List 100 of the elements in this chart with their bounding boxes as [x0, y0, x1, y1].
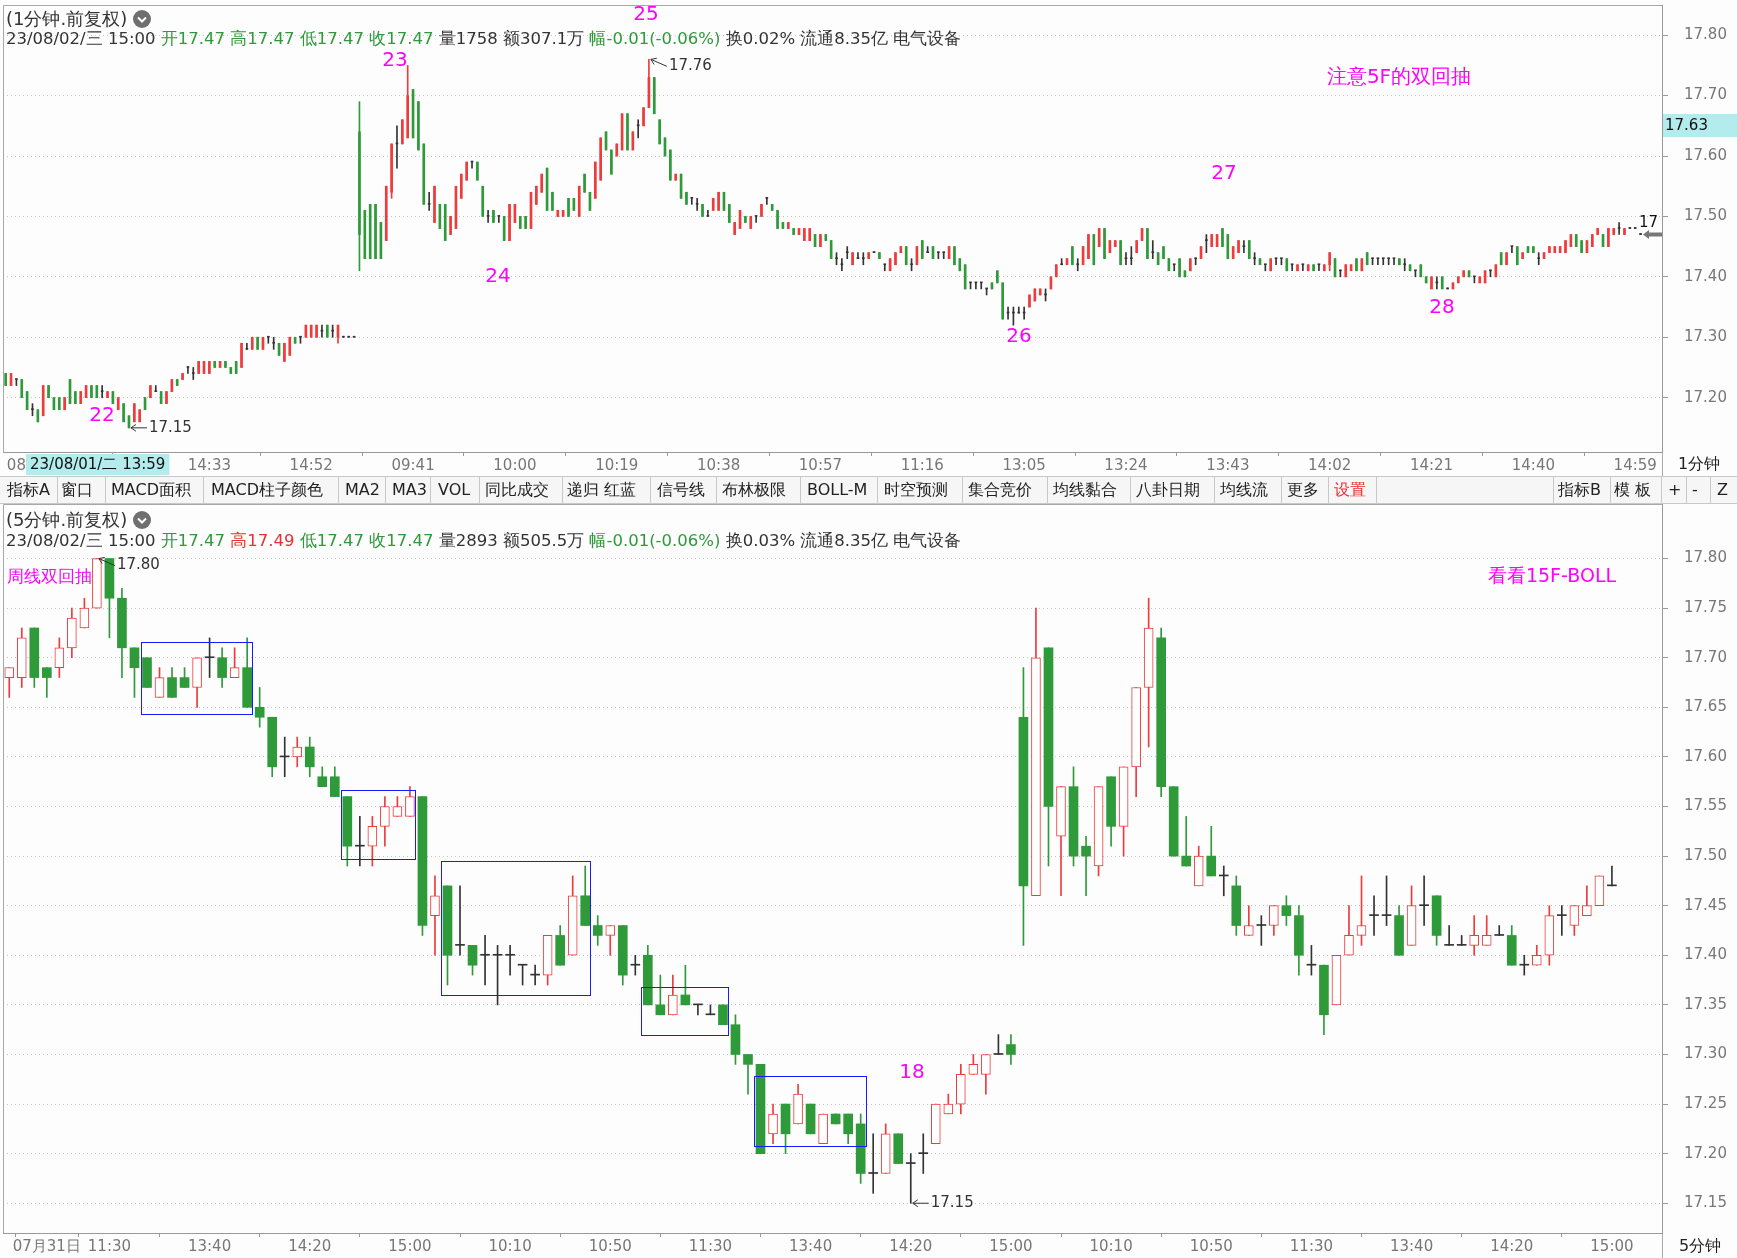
candlestick — [1328, 252, 1331, 272]
candlestick — [240, 342, 243, 368]
y-tick-label: 17.65 — [1684, 697, 1727, 716]
text: 5分钟 — [1678, 1235, 1722, 1255]
candlestick — [910, 258, 913, 272]
candlestick — [744, 216, 747, 223]
candlestick — [610, 149, 613, 175]
text: 模 板 — [1614, 480, 1652, 500]
candlestick — [1580, 240, 1583, 253]
candlestick — [803, 228, 806, 241]
annotation: 周线双回抽 — [6, 566, 92, 587]
candlestick — [197, 361, 200, 374]
candlestick — [878, 252, 881, 260]
candlestick — [1242, 240, 1246, 253]
y-tick-label: 17.30 — [1684, 327, 1727, 346]
candlestick — [996, 270, 999, 284]
candlestick — [765, 196, 769, 205]
x-tick-label: 11:16 — [900, 455, 944, 474]
candlestick — [1124, 252, 1128, 266]
candlestick — [149, 385, 152, 398]
candlestick — [1274, 257, 1278, 266]
y-tick-label: 17.50 — [1684, 845, 1727, 864]
candlestick — [851, 252, 854, 266]
candlestick — [1028, 294, 1031, 308]
candlestick — [1590, 234, 1594, 247]
x-tick-label: 10:10 — [488, 1236, 532, 1255]
chart-title: (5分钟.前复权) — [6, 508, 128, 532]
candlestick — [685, 191, 688, 205]
candlestick — [642, 107, 645, 127]
candlestick — [1151, 240, 1155, 260]
candlestick — [181, 373, 184, 380]
y-tick-label: 17.80 — [1684, 25, 1727, 44]
x-tick-label: 13:40 — [187, 1236, 232, 1255]
candlestick — [626, 113, 629, 151]
candlestick — [535, 185, 538, 205]
candlestick — [465, 161, 468, 181]
candlestick — [883, 263, 887, 272]
candlestick — [599, 137, 602, 181]
candlestick — [1312, 264, 1315, 272]
x-tick-label: 11:30 — [87, 1236, 132, 1255]
candlestick — [401, 119, 404, 145]
candlestick — [63, 397, 66, 411]
candlestick — [1205, 234, 1208, 253]
candlestick — [1469, 915, 1480, 956]
text: 更多 — [1287, 480, 1319, 500]
candlestick — [355, 816, 365, 867]
candlestick — [1001, 282, 1005, 320]
candlestick — [1430, 276, 1433, 290]
candlestick — [1376, 257, 1380, 266]
candlestick — [74, 391, 77, 405]
text: VOL — [438, 480, 471, 500]
candlestick — [1444, 925, 1454, 946]
candlestick — [926, 246, 929, 253]
candlestick — [320, 324, 324, 338]
candlestick — [1519, 954, 1530, 976]
text: 1分钟 — [1677, 454, 1721, 474]
candlestick — [417, 101, 420, 151]
candlestick — [695, 197, 699, 211]
candlestick — [1392, 257, 1396, 266]
y-tick-label: 17.50 — [1684, 206, 1727, 225]
x-tick-label: 15:00 — [989, 1236, 1033, 1255]
candlestick — [636, 119, 640, 139]
candlestick — [31, 403, 34, 417]
text: 信号线 — [657, 480, 705, 500]
x-tick-label: 14:02 — [1308, 455, 1352, 474]
candlestick — [122, 403, 125, 423]
x-tick-label: 10:57 — [798, 455, 843, 474]
text: 集合竞价 — [968, 480, 1032, 500]
candlestick — [845, 246, 849, 260]
annotation: 17.15 — [930, 1193, 974, 1212]
candlestick — [754, 215, 758, 223]
text: 均线流 — [1220, 480, 1268, 500]
candlestick — [1510, 245, 1514, 253]
y-tick-label: 17.30 — [1684, 1044, 1727, 1063]
text: 递归 红蓝 — [567, 480, 637, 500]
candlestick — [856, 252, 860, 260]
x-tick-label: 13:40 — [1389, 1236, 1434, 1255]
candlestick — [1162, 246, 1165, 260]
candlestick — [1181, 816, 1192, 867]
candlestick — [1446, 287, 1449, 290]
candlestick — [208, 361, 211, 374]
text: 时空预测 — [884, 480, 948, 500]
annotation: 27 — [1211, 160, 1237, 185]
candlestick — [1521, 252, 1524, 260]
candlestick — [840, 258, 844, 272]
candlestick — [342, 335, 345, 338]
y-tick-label: 17.55 — [1684, 796, 1727, 815]
text: 指标B — [1558, 480, 1601, 500]
y-tick-label: 17.35 — [1684, 994, 1727, 1013]
y-tick-label: 17.60 — [1684, 746, 1727, 765]
candlestick — [256, 336, 259, 350]
candlestick — [47, 385, 50, 398]
x-tick-label: 14:21 — [1409, 455, 1454, 474]
x-tick-label: 13:05 — [1002, 455, 1046, 474]
annotation: 17.15 — [148, 417, 192, 436]
candlestick — [1462, 270, 1465, 278]
candlestick — [1237, 240, 1240, 253]
candlestick — [1419, 875, 1429, 926]
candlestick — [138, 409, 142, 423]
candlestick — [1494, 925, 1505, 936]
